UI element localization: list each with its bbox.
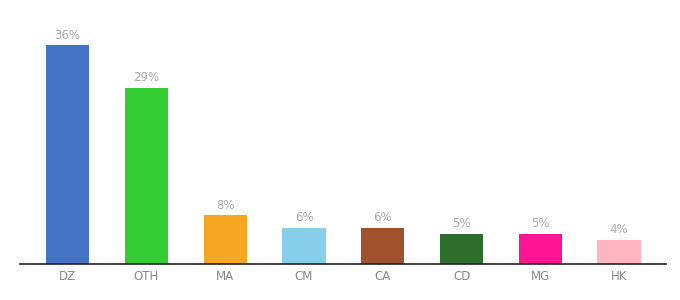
Text: 29%: 29% [133, 71, 160, 84]
Text: 6%: 6% [294, 211, 313, 224]
Bar [361, 227, 405, 264]
Text: 5%: 5% [452, 217, 471, 230]
Text: 4%: 4% [610, 223, 628, 236]
Text: 6%: 6% [373, 211, 392, 224]
Text: 36%: 36% [54, 29, 81, 42]
Text: 5%: 5% [531, 217, 549, 230]
Bar [125, 88, 168, 264]
Bar [519, 234, 562, 264]
Bar [46, 45, 89, 264]
Bar [282, 227, 326, 264]
Bar [440, 234, 483, 264]
Bar [203, 215, 247, 264]
Bar [598, 240, 641, 264]
Text: 8%: 8% [216, 199, 235, 212]
